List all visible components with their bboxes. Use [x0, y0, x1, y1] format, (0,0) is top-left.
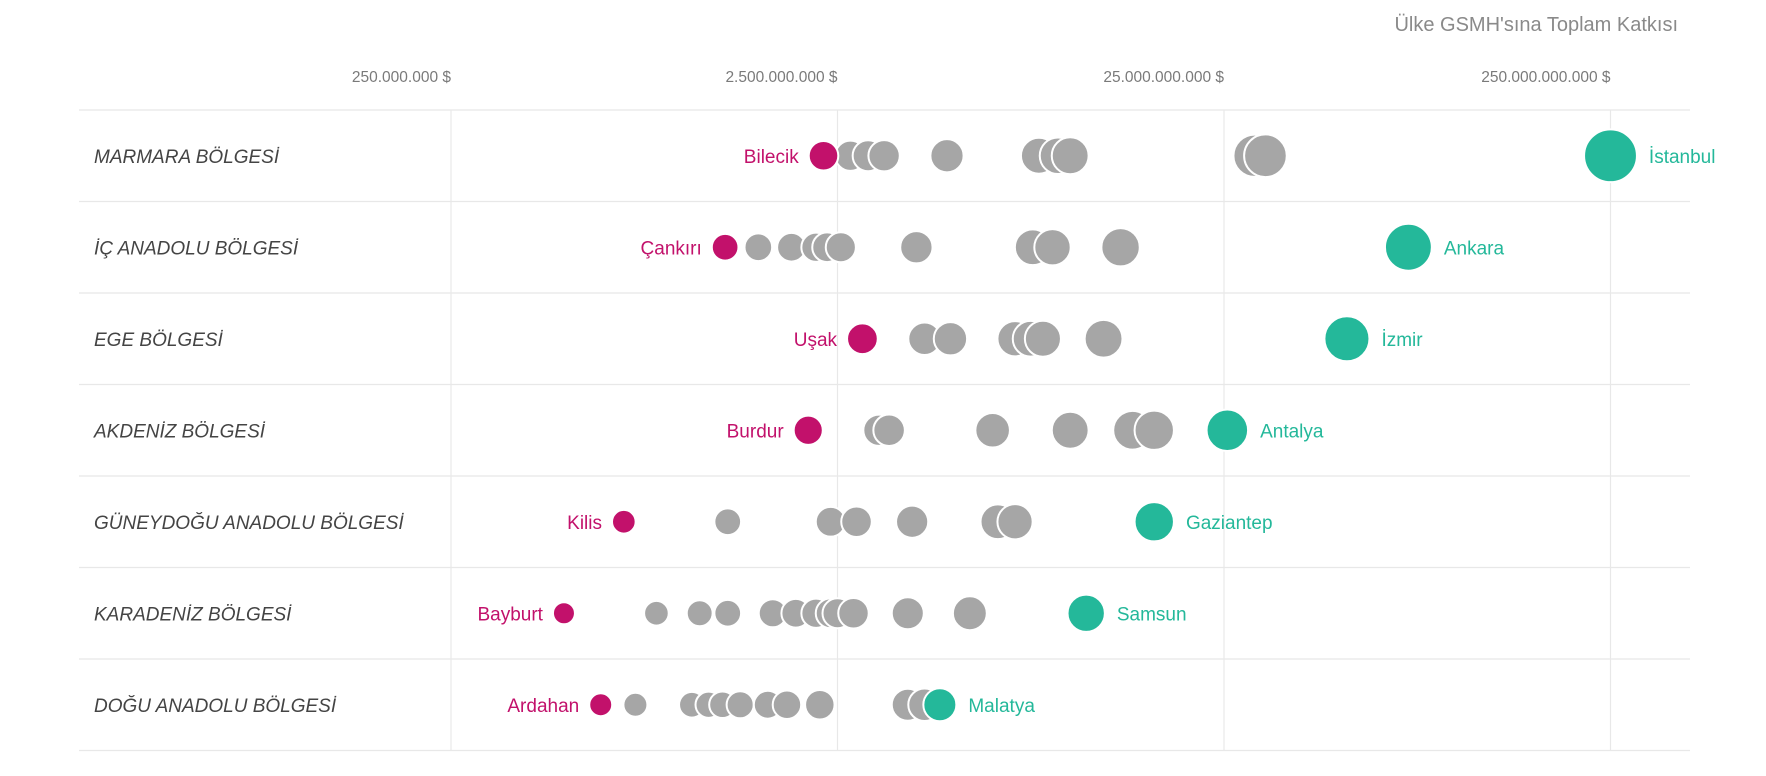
- region-row: MARMARA BÖLGESİ Bilecik İstanbul: [94, 128, 1716, 184]
- max-province-label: Malatya: [968, 696, 1035, 717]
- province-dot[interactable]: [872, 413, 906, 448]
- min-province-label: Uşak: [794, 330, 838, 351]
- max-province-dot[interactable]: [1066, 593, 1106, 633]
- province-dot[interactable]: [1133, 409, 1175, 451]
- chart-title: Ülke GSMH'sına Toplam Katkısı: [1394, 14, 1678, 36]
- gridlines: [79, 109, 1690, 752]
- region-row: EGE BÖLGESİ Uşak İzmir: [94, 315, 1423, 363]
- province-dot[interactable]: [1100, 227, 1141, 268]
- province-dot[interactable]: [713, 598, 743, 628]
- province-dot[interactable]: [743, 232, 774, 263]
- min-province-label: Kilis: [567, 513, 602, 534]
- max-province-dot[interactable]: [1323, 315, 1371, 363]
- province-dot[interactable]: [890, 596, 925, 631]
- region-row: GÜNEYDOĞU ANADOLU BÖLGESİ Kilis Gaziantep: [94, 501, 1273, 543]
- x-tick-label: 250.000.000.000 $: [1481, 69, 1611, 86]
- min-province-dot[interactable]: [610, 508, 637, 535]
- max-province-dot[interactable]: [922, 687, 958, 723]
- region-label: AKDENİZ BÖLGESİ: [93, 421, 266, 442]
- province-dot[interactable]: [1083, 318, 1124, 359]
- province-dot[interactable]: [899, 230, 934, 265]
- region-label: GÜNEYDOĞU ANADOLU BÖLGESİ: [94, 512, 404, 534]
- region-row: İÇ ANADOLU BÖLGESİ Çankırı Ankara: [94, 222, 1505, 272]
- province-dot[interactable]: [1023, 319, 1062, 358]
- province-dot[interactable]: [974, 411, 1011, 449]
- min-province-dot[interactable]: [710, 232, 740, 262]
- x-tick-label: 2.500.000.000 $: [725, 69, 837, 86]
- province-dot[interactable]: [895, 504, 930, 539]
- province-dot[interactable]: [771, 689, 803, 720]
- region-row: DOĞU ANADOLU BÖLGESİ Ardahan Malatya: [94, 687, 1035, 723]
- max-province-label: İzmir: [1381, 330, 1423, 351]
- min-province-label: Çankırı: [641, 238, 702, 259]
- region-label: DOĞU ANADOLU BÖLGESİ: [94, 695, 337, 717]
- x-tick-label: 250.000.000 $: [352, 69, 452, 86]
- min-province-dot[interactable]: [846, 322, 879, 356]
- region-label: İÇ ANADOLU BÖLGESİ: [94, 238, 299, 259]
- province-dot[interactable]: [932, 321, 969, 357]
- province-dot[interactable]: [1050, 410, 1090, 450]
- province-dot[interactable]: [824, 231, 857, 264]
- province-dot[interactable]: [1243, 133, 1288, 179]
- province-dot[interactable]: [685, 599, 714, 628]
- province-dot[interactable]: [840, 505, 873, 539]
- province-dot[interactable]: [837, 597, 870, 630]
- province-dot[interactable]: [804, 689, 836, 721]
- province-dot[interactable]: [713, 507, 743, 537]
- max-province-label: Gaziantep: [1186, 513, 1273, 534]
- min-province-dot[interactable]: [588, 692, 614, 718]
- region-row: KARADENİZ BÖLGESİ Bayburt Samsun: [94, 593, 1187, 633]
- min-province-label: Bilecik: [744, 147, 799, 168]
- region-label: EGE BÖLGESİ: [94, 330, 224, 351]
- min-province-dot[interactable]: [807, 139, 840, 172]
- max-province-dot[interactable]: [1583, 128, 1638, 184]
- max-province-label: Ankara: [1444, 238, 1505, 259]
- x-tick-label: 25.000.000.000 $: [1103, 69, 1224, 86]
- min-province-dot[interactable]: [551, 601, 576, 626]
- max-province-label: Antalya: [1260, 421, 1324, 442]
- province-dot[interactable]: [725, 690, 755, 720]
- max-province-dot[interactable]: [1133, 501, 1175, 543]
- province-dot[interactable]: [951, 595, 988, 632]
- province-dot[interactable]: [1033, 228, 1072, 267]
- region-row: AKDENİZ BÖLGESİ Burdur Antalya: [93, 408, 1324, 453]
- min-province-label: Bayburt: [477, 604, 543, 625]
- province-dot[interactable]: [1050, 136, 1090, 176]
- min-province-label: Burdur: [727, 421, 785, 442]
- region-rows: MARMARA BÖLGESİ Bilecik İstanbul İÇ ANADOLU…: [93, 128, 1716, 723]
- max-province-dot[interactable]: [1383, 222, 1433, 272]
- province-dot[interactable]: [622, 691, 649, 718]
- min-province-label: Ardahan: [507, 696, 579, 717]
- x-axis-ticks: 250.000.000 $ 2.500.000.000 $ 25.000.000.0…: [352, 69, 1611, 86]
- max-province-label: Samsun: [1117, 604, 1187, 625]
- province-dot[interactable]: [643, 599, 670, 627]
- province-dot[interactable]: [996, 503, 1034, 541]
- min-province-dot[interactable]: [792, 414, 824, 446]
- province-dot[interactable]: [867, 139, 901, 173]
- max-province-label: İstanbul: [1649, 147, 1716, 168]
- max-province-dot[interactable]: [1205, 408, 1250, 453]
- region-label: KARADENİZ BÖLGESİ: [94, 604, 292, 625]
- province-dot[interactable]: [929, 138, 965, 174]
- region-label: MARMARA BÖLGESİ: [94, 147, 280, 168]
